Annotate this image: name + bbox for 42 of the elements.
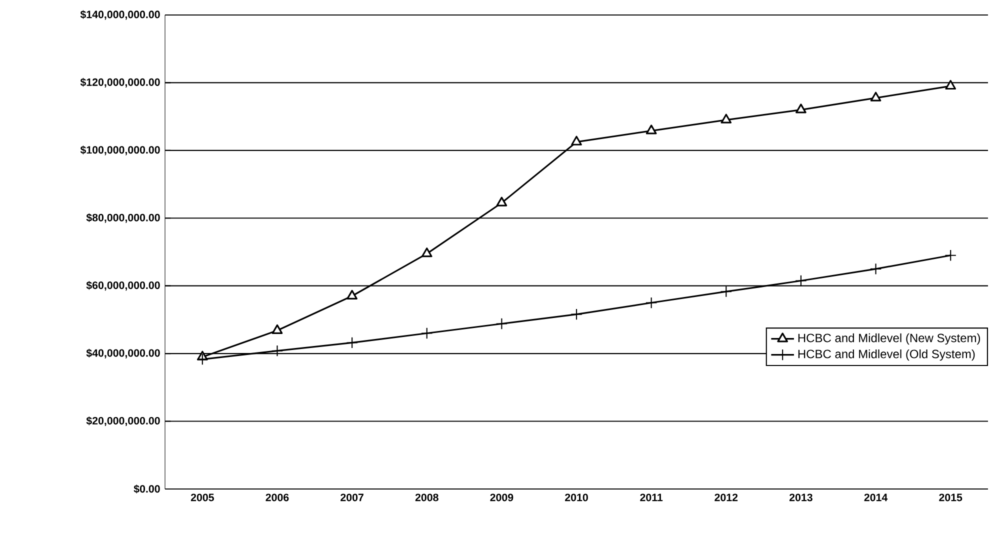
x-tick-label: 2006: [266, 494, 289, 502]
point: [421, 327, 433, 340]
point: [646, 124, 657, 134]
point: [272, 324, 283, 334]
point: [720, 114, 732, 124]
point: [271, 344, 284, 357]
point: [570, 308, 582, 320]
x-tick-label: 2014: [864, 494, 888, 502]
y-tick-label: $80,000,000.00: [86, 213, 160, 223]
x-tick-label: 2009: [490, 494, 514, 502]
point: [720, 286, 732, 298]
x-tick-label: 2008: [415, 494, 438, 502]
y-tick-label: $0.00: [134, 484, 160, 494]
point: [870, 92, 882, 102]
y-tick-label: $60,000,000.00: [86, 281, 160, 291]
x-tick-label: 2012: [714, 494, 738, 502]
point: [795, 274, 807, 287]
x-tick-label: 2013: [789, 494, 812, 502]
legend-label: HCBC and Midlevel (New System): [798, 333, 980, 345]
x-tick-label: 2015: [939, 494, 962, 502]
point: [796, 104, 806, 114]
y-tick-label: $140,000,000.00: [80, 10, 160, 20]
y-tick-label: $120,000,000.00: [80, 78, 160, 88]
x-tick-label: 2011: [640, 494, 663, 502]
point: [421, 248, 432, 258]
point: [196, 353, 208, 366]
x-tick-label: 2010: [565, 494, 588, 502]
point: [346, 290, 358, 300]
point: [496, 196, 508, 206]
y-tick-label: $40,000,000.00: [86, 348, 160, 358]
point: [645, 296, 658, 309]
point: [346, 336, 358, 349]
y-tick-label: $20,000,000.00: [86, 416, 160, 426]
point: [944, 250, 956, 262]
x-tick-label: 2005: [190, 494, 214, 502]
y-tick-label: $100,000,000.00: [80, 146, 160, 156]
legend-label: HCBC and Midlevel (Old System): [798, 349, 975, 361]
point: [571, 136, 582, 146]
point: [496, 318, 508, 330]
point: [945, 80, 956, 90]
x-tick-label: 2007: [340, 494, 364, 502]
point: [870, 263, 882, 275]
